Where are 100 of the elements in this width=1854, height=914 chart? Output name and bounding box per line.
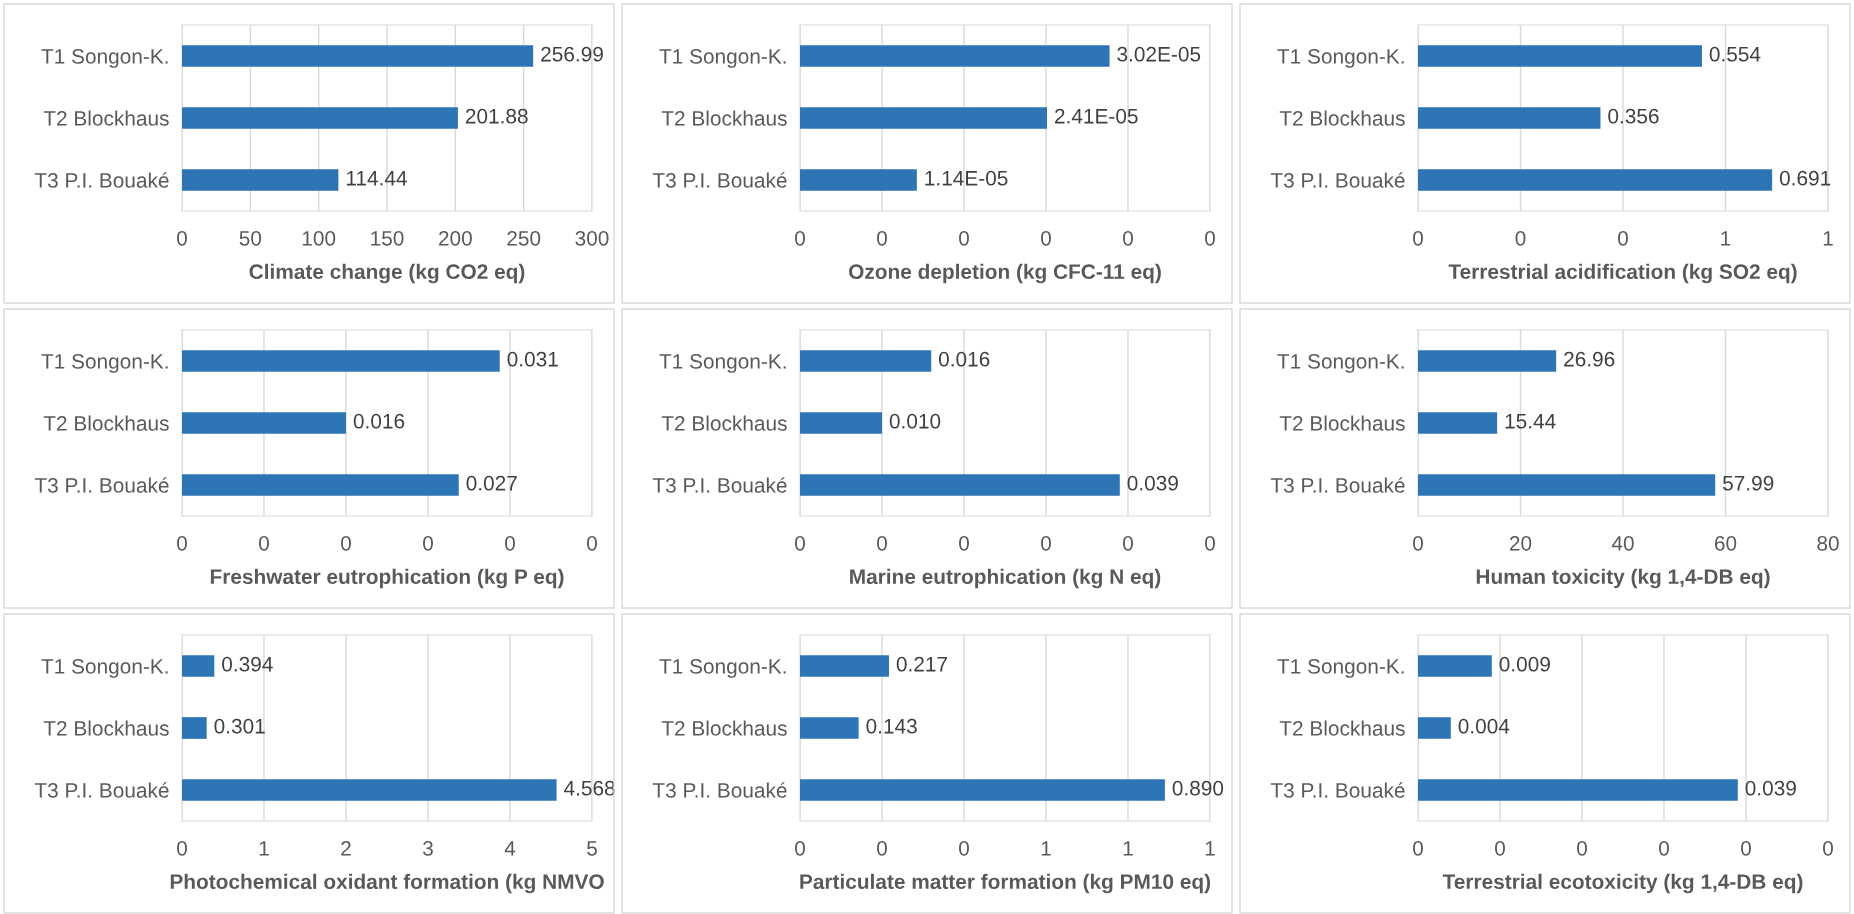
bar — [182, 717, 207, 739]
bar — [1418, 350, 1557, 372]
data-label: 0.039 — [1745, 780, 1796, 796]
x-axis-title: Terrestrial ecotoxicity (kg 1,4-DB eq) — [1442, 873, 1803, 894]
data-label: 0.016 — [353, 413, 405, 429]
x-tick-label: 0 — [177, 535, 187, 551]
x-tick-label: 1 — [1721, 231, 1731, 246]
y-tick-label: T2 Blockhaus — [661, 415, 787, 431]
y-tick-label: T3 P.I. Bouaké — [1270, 477, 1405, 493]
x-tick-label: 150 — [371, 230, 404, 246]
bar — [182, 412, 346, 434]
data-label: 0.890 — [1172, 780, 1224, 796]
x-tick-label: 0 — [1495, 840, 1505, 856]
bar — [800, 717, 859, 739]
y-tick-label: T2 Blockhaus — [1279, 110, 1405, 126]
x-tick-label: 80 — [1817, 535, 1839, 551]
x-tick-label: 0 — [1041, 230, 1051, 246]
bar — [182, 474, 459, 496]
data-label: 0.301 — [214, 718, 265, 734]
x-tick-label: 50 — [239, 230, 262, 246]
data-label: 3.02E-05 — [1117, 46, 1201, 62]
bar — [1418, 107, 1601, 129]
y-tick-label: T2 Blockhaus — [43, 415, 169, 431]
y-tick-label: T1 Songon-K. — [41, 354, 168, 373]
x-tick-label: 0 — [959, 535, 969, 551]
x-tick-label: 4 — [504, 841, 516, 856]
x-tick-label: 0 — [795, 840, 805, 856]
y-tick-label: T3 P.I. Bouaké — [1270, 172, 1405, 188]
x-axis-title: Freshwater eutrophication (kg P eq) — [210, 568, 564, 589]
x-tick-label: 0 — [959, 230, 969, 246]
data-label: 26.96 — [1564, 351, 1615, 367]
x-tick-label: 60 — [1714, 535, 1737, 551]
x-tick-label: 0 — [423, 535, 433, 551]
x-tick-label: 0 — [259, 535, 269, 551]
y-tick-label: T3 P.I. Bouaké — [652, 172, 787, 188]
x-tick-label: 0 — [177, 840, 187, 856]
data-label: 0.394 — [222, 656, 273, 672]
data-label: 0.031 — [507, 351, 558, 367]
x-tick-label: 0 — [177, 230, 187, 246]
data-label: 0.217 — [896, 656, 947, 672]
data-label: 0.010 — [889, 413, 941, 429]
x-tick-label: 0 — [1823, 840, 1833, 856]
y-tick-label: T1 Songon-K. — [1277, 659, 1404, 678]
y-tick-label: T3 P.I. Bouaké — [34, 477, 169, 493]
x-tick-label: 0 — [1515, 230, 1526, 246]
x-tick-label: 0 — [1741, 840, 1751, 856]
bar — [1418, 412, 1498, 434]
y-tick-label: T3 P.I. Bouaké — [34, 172, 169, 188]
y-tick-label: T1 Songon-K. — [659, 659, 786, 678]
y-tick-label: T1 Songon-K. — [1277, 354, 1404, 373]
data-label: 0.143 — [866, 718, 917, 734]
bar — [800, 655, 889, 677]
bar — [800, 45, 1110, 67]
data-label: 2.41E-05 — [1055, 108, 1138, 124]
y-tick-label: T2 Blockhaus — [1279, 415, 1405, 431]
bar — [800, 412, 882, 434]
x-axis-title: Terrestrial acidification (kg SO2 eq) — [1448, 263, 1797, 284]
y-tick-label: T3 P.I. Bouaké — [652, 477, 787, 493]
data-label: 4.568 — [564, 780, 615, 796]
bar — [1418, 655, 1492, 677]
data-label: 1.14E-05 — [925, 170, 1008, 186]
x-tick-label: 0 — [1123, 230, 1133, 246]
x-tick-label: 0 — [1577, 840, 1587, 856]
data-label: 0.009 — [1499, 656, 1550, 672]
data-label: 0.016 — [938, 351, 990, 367]
x-tick-label: 0 — [1413, 230, 1423, 246]
bar — [182, 779, 557, 801]
bar — [800, 107, 1048, 129]
x-axis-title: Particulate matter formation (kg PM10 eq) — [800, 873, 1211, 894]
x-tick-label: 0 — [1123, 535, 1133, 551]
x-tick-label: 1 — [1823, 231, 1833, 246]
x-tick-label: 0 — [795, 535, 805, 551]
x-tick-label: 0 — [795, 230, 805, 246]
x-tick-label: 250 — [507, 230, 541, 246]
x-tick-label: 20 — [1509, 535, 1532, 551]
x-tick-label: 0 — [959, 840, 969, 856]
bar — [1418, 779, 1738, 801]
x-tick-label: 0 — [1041, 535, 1051, 551]
x-tick-label: 0 — [877, 840, 887, 856]
x-tick-label: 300 — [575, 230, 609, 246]
bar — [1418, 169, 1773, 191]
x-axis-title: Photochemical oxidant formation (kg NMVO — [170, 873, 604, 894]
bar — [182, 45, 534, 67]
y-tick-label: T2 Blockhaus — [661, 110, 787, 126]
bar — [800, 169, 917, 191]
bar — [182, 350, 500, 372]
bar — [800, 350, 932, 372]
x-tick-label: 1 — [1205, 841, 1215, 856]
x-tick-label: 0 — [1618, 230, 1628, 246]
bar — [800, 779, 1165, 801]
x-tick-label: 2 — [341, 840, 351, 856]
data-label: 57.99 — [1722, 475, 1774, 491]
x-tick-label: 0 — [587, 535, 597, 551]
x-tick-label: 0 — [341, 535, 351, 551]
data-label: 114.44 — [346, 171, 407, 186]
y-tick-label: T2 Blockhaus — [43, 110, 169, 126]
x-axis-title: Climate change (kg CO2 eq) — [249, 263, 525, 284]
x-tick-label: 0 — [1205, 230, 1215, 246]
x-tick-label: 1 — [1041, 841, 1051, 856]
x-tick-label: 0 — [505, 535, 515, 551]
